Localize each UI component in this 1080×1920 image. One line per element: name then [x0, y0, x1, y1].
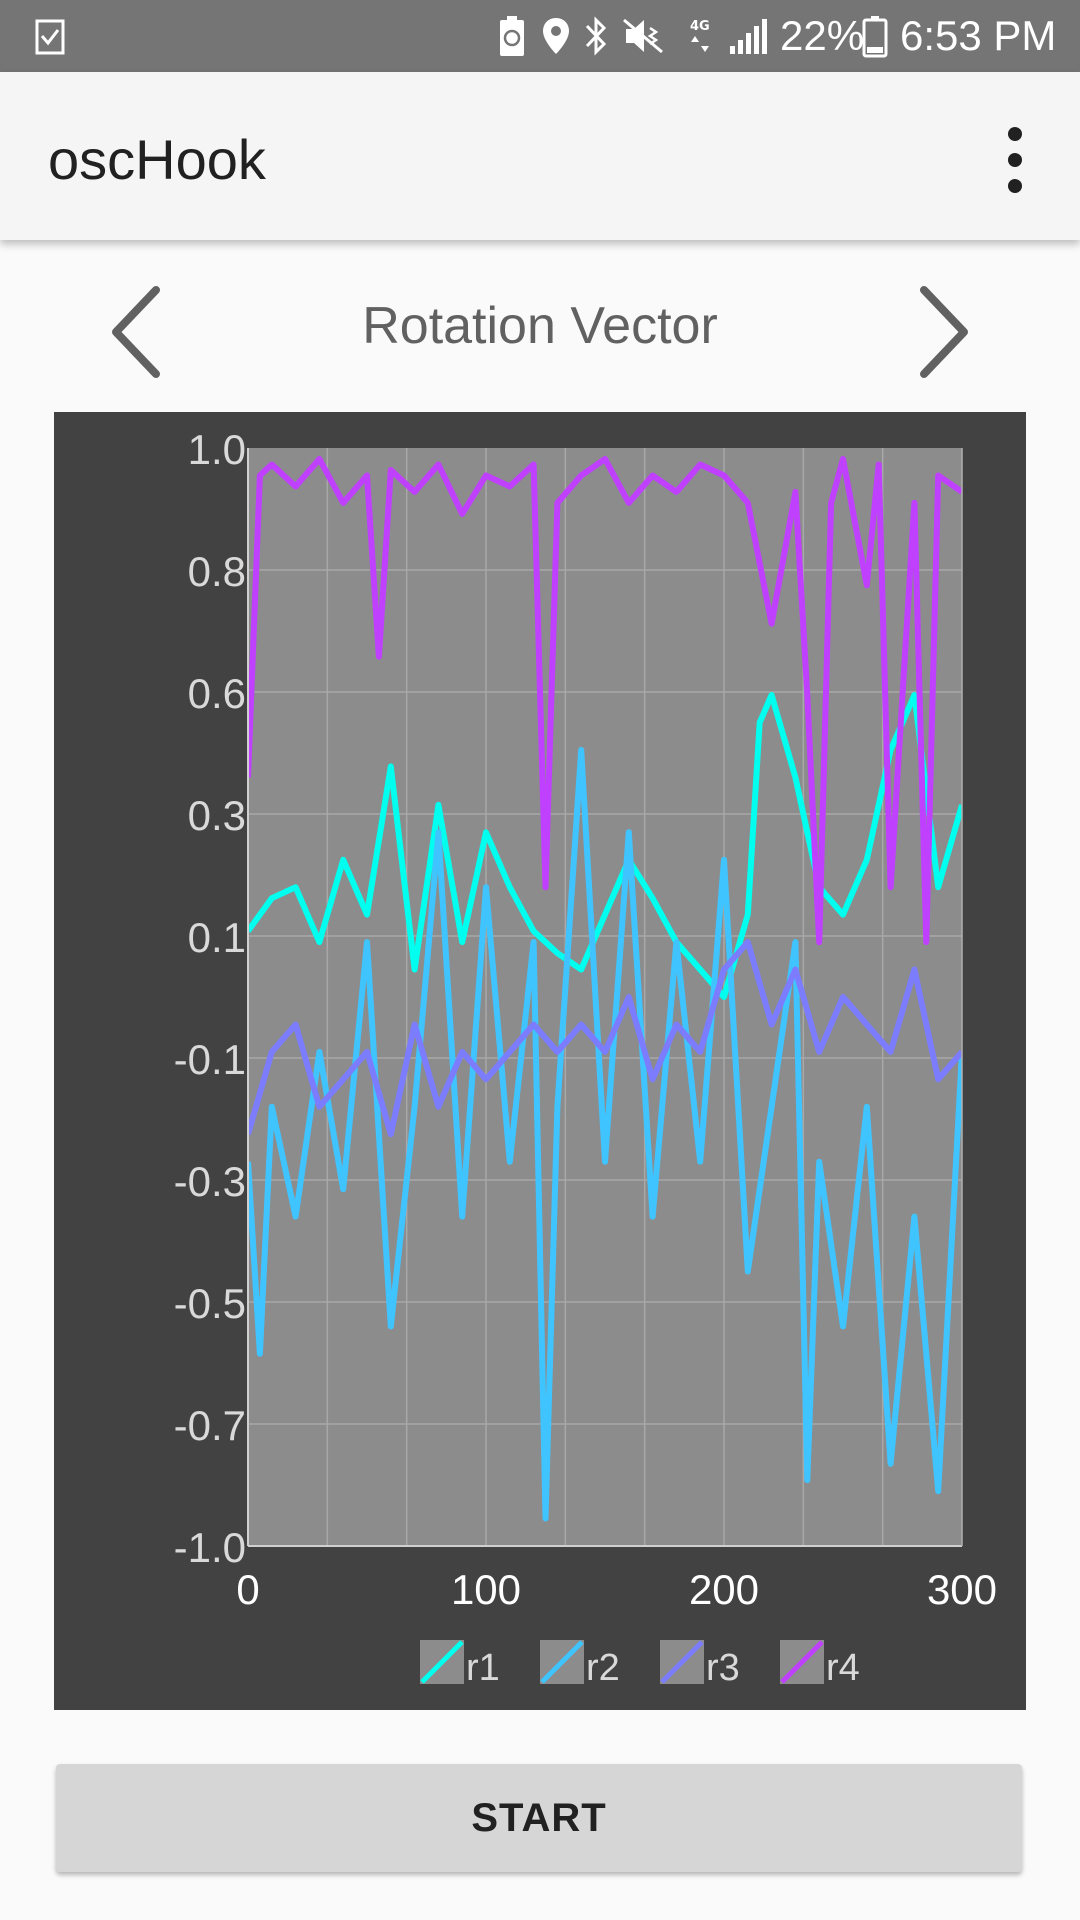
- chevron-left-icon[interactable]: [88, 282, 188, 382]
- y-tick-label: 0.1: [188, 914, 246, 961]
- chart-legend: r1 r2 r3 r4: [420, 1640, 860, 1689]
- x-tick-label: 200: [689, 1566, 759, 1613]
- legend-label: r3: [706, 1647, 740, 1689]
- recycle-battery-icon: [500, 16, 524, 56]
- y-tick-label: 0.3: [188, 792, 246, 839]
- legend-item-r4: r4: [780, 1640, 860, 1689]
- signal-icon: [730, 19, 767, 54]
- legend-label: r1: [466, 1647, 500, 1689]
- start-button[interactable]: START: [56, 1764, 1022, 1872]
- legend-swatch-line: [540, 1640, 584, 1684]
- chevron-right-icon[interactable]: [892, 282, 992, 382]
- legend-swatch-line: [420, 1640, 464, 1684]
- battery-icon: [862, 16, 888, 58]
- x-tick-label: 0: [236, 1566, 259, 1613]
- y-tick-label: -1.0: [174, 1524, 246, 1571]
- y-tick-label: -0.1: [174, 1036, 246, 1083]
- sensor-navigation: Rotation Vector: [0, 270, 1080, 390]
- legend-label: r4: [826, 1647, 860, 1689]
- legend-swatch-line: [660, 1640, 704, 1684]
- chart-series: [248, 456, 962, 1522]
- legend-item-r3: r3: [660, 1640, 740, 1689]
- x-tick-label: 300: [927, 1566, 997, 1613]
- sensor-title: Rotation Vector: [362, 297, 718, 355]
- y-tick-label: 0.6: [188, 670, 246, 717]
- series-line-r4: [248, 456, 962, 946]
- network-label: 4G: [690, 19, 710, 34]
- y-tick-label: -0.5: [174, 1280, 246, 1327]
- app-title: oscHook: [48, 128, 266, 191]
- y-tick-label: -0.7: [174, 1402, 246, 1449]
- status-time: 6:53 PM: [900, 12, 1057, 59]
- y-tick-label: 1.0: [188, 426, 246, 473]
- legend-swatch-line: [780, 1640, 824, 1684]
- clipboard-check-icon: [35, 19, 65, 55]
- rotation-vector-chart: 1.0 0.8 0.6 0.3 0.1 -0.1 -0.3 -0.5 -0.7 -1.0 0 100 2…: [54, 412, 1026, 1710]
- legend-item-r1: r1: [420, 1640, 500, 1689]
- location-pin-icon: [543, 18, 569, 54]
- 4g-lte-icon: 4G: [690, 19, 710, 52]
- legend-item-r2: r2: [540, 1640, 620, 1689]
- y-tick-label: -0.3: [174, 1158, 246, 1205]
- bluetooth-icon: [585, 16, 607, 56]
- mute-vibrate-icon: [623, 18, 663, 54]
- battery-percent: 22%: [780, 12, 865, 59]
- chart-svg: 1.0 0.8 0.6 0.3 0.1 -0.1 -0.3 -0.5 -0.7 -1.00 100 2…: [174, 426, 997, 1689]
- chart-axes: 1.0 0.8 0.6 0.3 0.1 -0.1 -0.3 -0.5 -0.7 -1.00 100 2…: [174, 426, 997, 1613]
- status-bar: 4G 22% 6:53 PM: [0, 0, 1080, 72]
- overflow-menu-icon[interactable]: [980, 120, 1050, 200]
- plot-area: [248, 448, 962, 1546]
- legend-label: r2: [586, 1647, 620, 1689]
- app-bar: oscHook: [0, 72, 1080, 240]
- x-tick-label: 100: [451, 1566, 521, 1613]
- y-tick-label: 0.8: [188, 548, 246, 595]
- series-line-r1: [248, 692, 962, 1000]
- series-line-r3: [248, 939, 962, 1138]
